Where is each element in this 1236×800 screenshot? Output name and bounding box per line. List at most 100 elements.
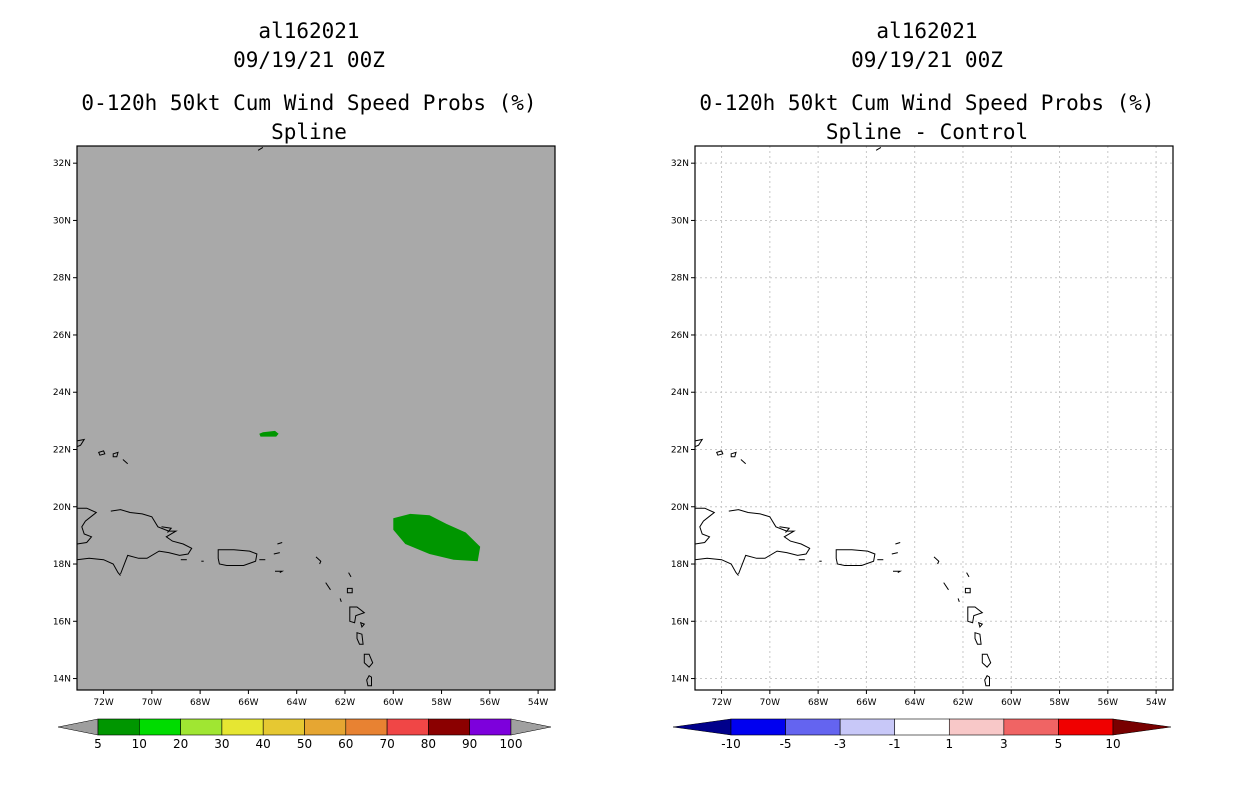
lat-tick-label: 18N bbox=[53, 560, 71, 570]
caicos-islet bbox=[98, 450, 106, 456]
montserrat bbox=[957, 598, 960, 602]
colorbar-label: 10 bbox=[132, 737, 147, 751]
colorbar-label: 50 bbox=[297, 737, 312, 751]
guadeloupe bbox=[349, 606, 366, 624]
lat-tick-label: 24N bbox=[53, 388, 71, 398]
lon-tick-label: 68W bbox=[808, 698, 828, 708]
probability-region bbox=[259, 430, 279, 437]
colorbar-swatch bbox=[469, 718, 512, 736]
caicos-islet bbox=[716, 450, 724, 456]
haiti-coast bbox=[76, 507, 98, 545]
dominica bbox=[356, 632, 364, 645]
lon-tick-label: 60W bbox=[1001, 698, 1021, 708]
lat-tick-label: 26N bbox=[671, 331, 689, 341]
virgin-islands bbox=[273, 552, 280, 555]
montserrat bbox=[339, 598, 342, 602]
lon-tick-label: 72W bbox=[93, 698, 113, 708]
lat-tick-label: 20N bbox=[671, 503, 689, 513]
haiti-coast bbox=[694, 507, 716, 545]
turks-islet bbox=[122, 459, 129, 465]
colorbar-label: -3 bbox=[834, 737, 846, 751]
lon-tick-label: 64W bbox=[287, 698, 307, 708]
lon-tick-label: 62W bbox=[953, 698, 973, 708]
nevis-kitts bbox=[325, 582, 331, 591]
lat-tick-label: 30N bbox=[53, 216, 71, 226]
colorbar-right-arrow bbox=[510, 718, 552, 736]
bahamas-islet bbox=[257, 146, 264, 151]
virgin-islands bbox=[891, 552, 898, 555]
colorbar-swatch bbox=[262, 718, 305, 736]
colorbar-swatch bbox=[1058, 718, 1114, 736]
lon-tick-label: 60W bbox=[383, 698, 403, 708]
marie-galante bbox=[359, 621, 366, 629]
lat-tick-label: 28N bbox=[671, 274, 689, 284]
virgin-islands bbox=[895, 542, 901, 545]
lon-tick-label: 64W bbox=[905, 698, 925, 708]
colorbar-label: 10 bbox=[1105, 737, 1120, 751]
colorbar-label: -10 bbox=[721, 737, 741, 751]
martinique bbox=[363, 653, 374, 668]
lon-tick-label: 58W bbox=[431, 698, 451, 708]
colorbar-swatch bbox=[386, 718, 429, 736]
colorbar-left-arrow bbox=[57, 718, 99, 736]
colorbar-swatch bbox=[428, 718, 470, 736]
barbuda bbox=[348, 572, 352, 578]
lat-tick-label: 32N bbox=[671, 159, 689, 169]
storm-id: al162021 bbox=[258, 19, 360, 43]
anguilla-islets bbox=[933, 556, 940, 565]
hispaniola-south-coast bbox=[76, 557, 121, 576]
guadeloupe bbox=[967, 606, 984, 624]
lat-tick-label: 18N bbox=[671, 560, 689, 570]
colorbar-label: 5 bbox=[94, 737, 102, 751]
lat-tick-label: 16N bbox=[671, 617, 689, 627]
antigua bbox=[964, 587, 971, 594]
lon-tick-label: 66W bbox=[856, 698, 876, 708]
lon-tick-label: 70W bbox=[142, 698, 162, 708]
map-frame bbox=[694, 145, 1174, 691]
dominican-coast bbox=[110, 509, 193, 575]
marie-galante bbox=[977, 621, 984, 629]
colorbar-swatch bbox=[839, 718, 896, 736]
colorbar-swatch bbox=[221, 718, 264, 736]
product-title: 0-120h 50kt Cum Wind Speed Probs (%) bbox=[699, 91, 1155, 115]
cuba-coast bbox=[76, 438, 86, 448]
colorbar-swatch bbox=[345, 718, 388, 736]
caicos-islet bbox=[730, 451, 737, 458]
anguilla-islets bbox=[315, 556, 322, 565]
lon-tick-label: 68W bbox=[190, 698, 210, 708]
colorbar-label: 5 bbox=[1055, 737, 1063, 751]
dominican-coast bbox=[728, 509, 811, 575]
colorbar-swatch bbox=[180, 718, 223, 736]
lon-tick-label: 54W bbox=[528, 698, 548, 708]
colorbar-label: 30 bbox=[214, 737, 229, 751]
map-svg: 32N 30N 28N 26N 24N 22N 20N 18N 16N 14N 72W 70W 68W 6… bbox=[53, 145, 556, 751]
colorbar-label: 100 bbox=[500, 737, 523, 751]
colorbar-label: 20 bbox=[173, 737, 188, 751]
colorbar-left-arrow bbox=[672, 718, 732, 736]
storm-id: al162021 bbox=[876, 19, 978, 43]
colorbar-label: 3 bbox=[1000, 737, 1008, 751]
variant-title: Spline bbox=[271, 120, 347, 144]
colorbar-swatch bbox=[948, 718, 1005, 736]
forecast-datetime: 09/19/21 00Z bbox=[851, 48, 1003, 72]
antigua bbox=[346, 587, 353, 594]
lon-tick-label: 70W bbox=[760, 698, 780, 708]
lat-tick-label: 24N bbox=[671, 388, 689, 398]
samana-detail bbox=[779, 526, 791, 533]
lat-tick-label: 32N bbox=[53, 159, 71, 169]
colorbar-label: 70 bbox=[379, 737, 394, 751]
st-croix bbox=[893, 570, 903, 574]
lon-tick-label: 56W bbox=[480, 698, 500, 708]
cuba-coast bbox=[694, 438, 704, 448]
colorbar-label: -5 bbox=[780, 737, 792, 751]
colorbar-swatch bbox=[785, 718, 841, 736]
lon-tick-label: 62W bbox=[335, 698, 355, 708]
left-map-panel: al162021 09/19/21 00Z 0-120h 50kt Cum Wi… bbox=[53, 19, 556, 751]
barbuda bbox=[966, 572, 970, 578]
lat-tick-label: 20N bbox=[53, 503, 71, 513]
lat-tick-label: 22N bbox=[53, 445, 71, 455]
colorbar-swatch bbox=[139, 718, 181, 736]
lat-tick-label: 28N bbox=[53, 274, 71, 284]
puerto-rico-coast bbox=[835, 549, 876, 566]
colorbar-label: 80 bbox=[421, 737, 436, 751]
